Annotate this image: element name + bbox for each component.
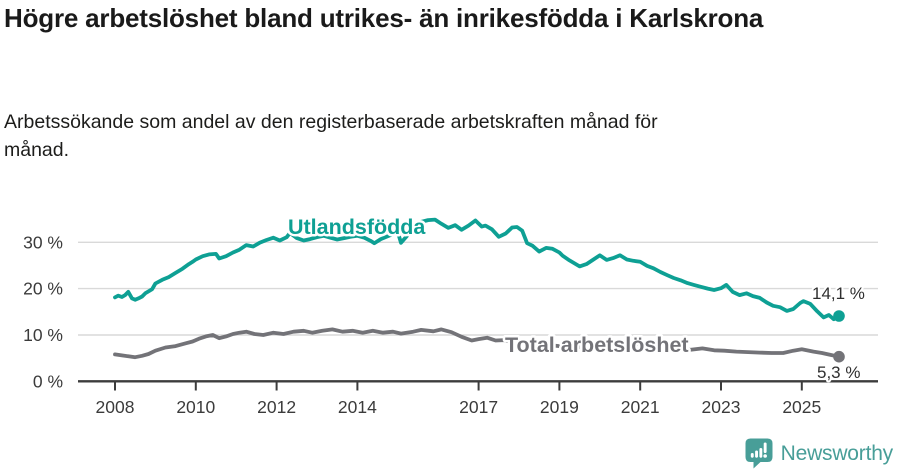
series-label-utlandsfodda: Utlandsfödda bbox=[288, 215, 426, 239]
series-line-layer bbox=[113, 217, 841, 360]
gridline-layer: 30 % 20 % 10 % 0 % bbox=[23, 232, 878, 391]
bar-short bbox=[750, 453, 754, 458]
chart-subtitle: Arbetssökande som andel av den registerb… bbox=[4, 111, 658, 162]
x-tick-label: 2014 bbox=[338, 397, 377, 417]
bar-tall bbox=[759, 448, 762, 458]
exclamation-bar bbox=[763, 442, 767, 453]
series-line-0 bbox=[113, 217, 841, 322]
x-tick-label: 2023 bbox=[702, 397, 741, 417]
x-tick-label: 2012 bbox=[257, 397, 296, 417]
newsworthy-logo: Newsworthy bbox=[745, 438, 893, 469]
end-dot-layer bbox=[833, 310, 845, 363]
end-value-label-utlandsfodda: 14,1 % bbox=[812, 284, 865, 303]
y-tick-label: 0 % bbox=[33, 371, 63, 391]
x-tick-label: 2025 bbox=[782, 397, 821, 417]
x-tick-label: 2010 bbox=[176, 397, 215, 417]
end-value-label-total: 5,3 % bbox=[817, 363, 860, 382]
x-tick-label: 2008 bbox=[96, 397, 135, 417]
newsworthy-brand-name: Newsworthy bbox=[780, 441, 894, 465]
series-end-dot-1 bbox=[833, 350, 845, 363]
x-tick-label: 2017 bbox=[459, 397, 498, 417]
x-tick-label: 2019 bbox=[540, 397, 579, 417]
x-axis-layer: 2008 2010 2012 2014 2017 2019 2021 2023 2025 bbox=[96, 382, 821, 417]
newsworthy-bubble-chart-icon bbox=[745, 438, 773, 469]
series-line-1 bbox=[113, 327, 841, 360]
y-tick-label: 10 % bbox=[23, 325, 63, 345]
speech-bubble-shape bbox=[745, 438, 773, 469]
exclamation-dot bbox=[762, 454, 767, 458]
bar-medium bbox=[754, 450, 758, 458]
x-tick-label: 2021 bbox=[621, 397, 660, 417]
y-tick-label: 20 % bbox=[23, 279, 63, 299]
series-label-total-arbetsloshet: Total arbetslöshet bbox=[505, 333, 689, 357]
chart-title: Högre arbetslöshet bland utrikes- än inr… bbox=[4, 3, 764, 33]
series-end-dot-0 bbox=[833, 310, 845, 322]
y-tick-label: 30 % bbox=[23, 232, 63, 252]
